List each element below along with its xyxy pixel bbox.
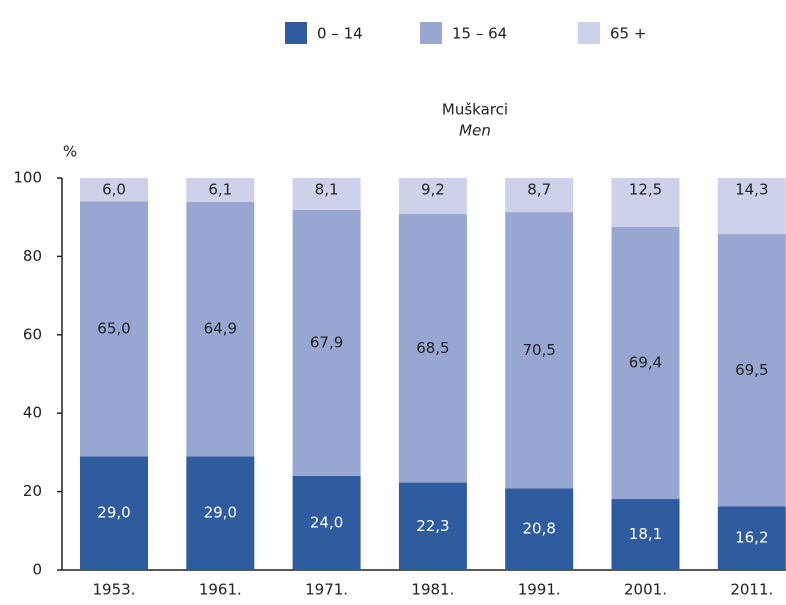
bar-segment: [398, 214, 467, 483]
value-label: 8,7: [527, 181, 551, 199]
chart-title: Muškarci: [442, 101, 508, 119]
value-label: 67,9: [310, 333, 343, 351]
value-label: 16,2: [735, 529, 768, 547]
chart-subtitle: Men: [459, 122, 491, 140]
x-tick-label: 1981.: [411, 581, 454, 599]
y-tick-label: 100: [13, 169, 42, 187]
bar-segment: [611, 499, 680, 570]
x-tick-label: 1953.: [93, 581, 136, 599]
bar-segment: [292, 475, 361, 570]
x-tick-label: 2011.: [730, 581, 773, 599]
y-axis-label: %: [63, 143, 77, 161]
y-tick-label: 0: [32, 561, 42, 579]
bar-segment: [717, 234, 786, 507]
bar-segment: [505, 488, 574, 570]
value-label: 69,4: [629, 354, 662, 372]
bar-segment: [717, 178, 786, 235]
bar-segment: [186, 456, 255, 570]
legend-label: 65 +: [610, 25, 646, 43]
value-label: 70,5: [522, 341, 555, 359]
bar-segment: [611, 227, 680, 500]
value-label: 24,0: [310, 513, 343, 531]
bar-segment: [80, 456, 148, 570]
legend-swatch: [285, 22, 307, 44]
value-label: 6,0: [102, 181, 126, 199]
value-label: 65,0: [97, 319, 130, 337]
bar-segment: [186, 201, 255, 457]
value-label: 9,2: [421, 181, 445, 199]
bar-segment: [398, 178, 467, 215]
bar-segment: [717, 506, 786, 570]
value-label: 69,5: [735, 361, 768, 379]
y-tick-label: 40: [23, 404, 42, 422]
value-label: 20,8: [522, 520, 555, 538]
bar-segment: [80, 178, 148, 202]
x-tick-label: 1991.: [518, 581, 561, 599]
bar-segment: [505, 212, 574, 489]
bar-segment: [292, 178, 361, 210]
bar-segment: [398, 482, 467, 570]
value-label: 68,5: [416, 339, 449, 357]
bar-segment: [505, 178, 574, 213]
legend-swatch: [578, 22, 600, 44]
legend-swatch: [420, 22, 442, 44]
x-tick-label: 1961.: [199, 581, 242, 599]
value-label: 14,3: [735, 181, 768, 199]
bar-segment: [80, 201, 148, 457]
value-label: 6,1: [208, 181, 232, 199]
value-label: 64,9: [204, 320, 237, 338]
bar-segment: [186, 178, 255, 202]
value-label: 8,1: [315, 181, 339, 199]
x-tick-label: 2001.: [624, 581, 667, 599]
value-label: 29,0: [97, 504, 130, 522]
legend-label: 0 – 14: [317, 25, 363, 43]
y-tick-label: 20: [23, 482, 42, 500]
value-label: 18,1: [629, 525, 662, 543]
value-label: 12,5: [629, 181, 662, 199]
y-tick-label: 80: [23, 247, 42, 265]
value-label: 29,0: [204, 504, 237, 522]
legend-label: 15 – 64: [452, 25, 507, 43]
value-label: 22,3: [416, 517, 449, 535]
y-tick-label: 60: [23, 325, 42, 343]
x-tick-label: 1971.: [305, 581, 348, 599]
bar-segment: [611, 178, 680, 227]
bar-segment: [292, 209, 361, 476]
